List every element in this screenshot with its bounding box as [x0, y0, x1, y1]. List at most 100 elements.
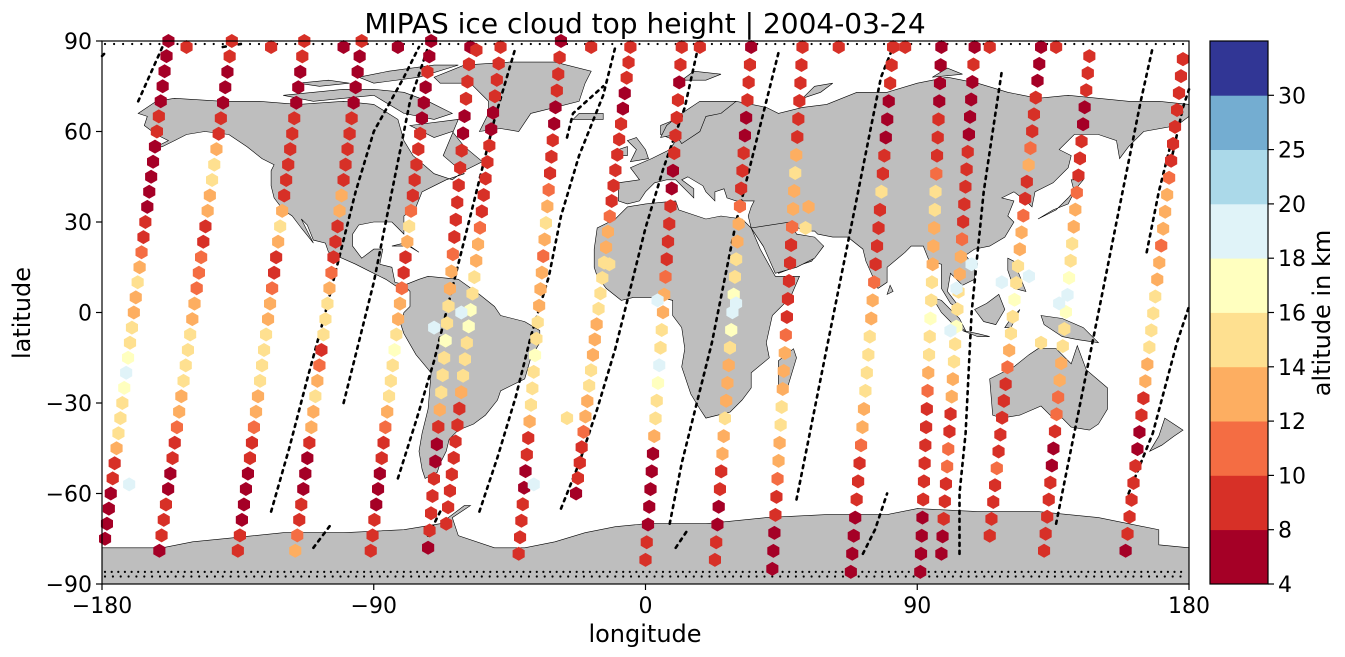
- y-axis-label: latitude: [8, 267, 36, 359]
- colorbar-tick-label: 14: [1278, 356, 1306, 381]
- orbit-dot: [312, 42, 315, 46]
- orbit-dot: [535, 570, 538, 574]
- orbit-dot: [761, 570, 764, 574]
- cloud-marker: [282, 157, 295, 172]
- orbit-track-4: [269, 45, 421, 513]
- y-tick-label: 30: [64, 211, 92, 236]
- cloud-marker: [1157, 221, 1170, 236]
- cloud-marker: [941, 459, 954, 474]
- cloud-marker: [534, 282, 547, 297]
- orbit-dot: [647, 42, 650, 46]
- orbit-dot: [728, 570, 731, 574]
- cloud-marker: [586, 347, 599, 362]
- orbit-dot: [611, 42, 614, 46]
- cloud-marker: [168, 435, 181, 450]
- orbit-dot: [410, 575, 413, 578]
- orbit-track-16: [958, 69, 1004, 556]
- cloud-marker: [335, 188, 348, 203]
- cloud-marker: [603, 257, 616, 272]
- cloud-marker: [1061, 287, 1074, 302]
- cloud-marker: [515, 513, 528, 528]
- cloud-marker: [366, 528, 379, 543]
- cloud-marker: [856, 420, 869, 435]
- cloud-marker: [588, 332, 601, 347]
- orbit-dot: [1126, 570, 1130, 574]
- cloud-marker: [1147, 306, 1160, 321]
- cloud-marker: [447, 450, 460, 465]
- cloud-marker: [120, 365, 133, 380]
- cloud-marker: [303, 435, 316, 450]
- orbit-dot: [855, 42, 859, 46]
- orbit-dot: [542, 570, 545, 574]
- orbit-dot: [606, 575, 609, 578]
- cloud-marker: [1075, 134, 1088, 149]
- cloud-marker: [743, 57, 756, 72]
- colorbar-tick-label: 10: [1278, 464, 1306, 489]
- cloud-marker: [512, 546, 525, 561]
- orbit-dot: [135, 575, 138, 578]
- orbit-dot: [203, 42, 206, 46]
- cloud-marker: [965, 257, 978, 272]
- orbit-dot: [170, 570, 173, 574]
- cloud-marker: [916, 510, 929, 525]
- cloud-marker: [364, 543, 377, 558]
- cloud-marker: [656, 305, 670, 320]
- orbit-dot: [602, 42, 605, 46]
- cloud-marker: [373, 466, 386, 481]
- cloud-marker: [522, 431, 535, 445]
- cloud-marker: [785, 238, 798, 252]
- orbit-dot: [590, 575, 593, 578]
- orbit-dot: [402, 575, 405, 578]
- cloud-marker: [527, 477, 540, 492]
- orbit-dot: [975, 575, 978, 578]
- orbit-dot: [615, 570, 618, 574]
- orbit-dot: [861, 570, 864, 574]
- cloud-marker: [937, 511, 950, 526]
- orbit-dot: [245, 575, 248, 578]
- cloud-marker: [1139, 374, 1152, 389]
- cloud-marker: [386, 358, 399, 373]
- orbit-dot: [826, 575, 829, 578]
- orbit-dot: [669, 575, 672, 578]
- cloud-marker: [464, 303, 477, 317]
- cloud-marker: [531, 315, 544, 330]
- orbit-dot: [449, 575, 452, 578]
- orbit-dot: [177, 570, 180, 574]
- cloud-marker: [885, 58, 898, 73]
- orbit-dot: [874, 570, 877, 574]
- orbit-dot: [196, 570, 200, 574]
- cloud-marker: [967, 57, 980, 72]
- cloud-marker: [337, 40, 350, 54]
- cloud-marker: [927, 239, 940, 254]
- cloud-marker: [479, 171, 492, 186]
- orbit-dot: [882, 42, 886, 46]
- orbit-dot: [103, 570, 107, 574]
- orbit-dot: [488, 575, 491, 578]
- orbit-dot: [741, 570, 744, 574]
- cloud-marker: [141, 199, 154, 214]
- cloud-marker: [170, 420, 183, 435]
- orbit-dot: [1007, 570, 1010, 574]
- cloud-marker: [575, 440, 588, 455]
- cloud-marker: [339, 157, 352, 172]
- cloud-marker: [179, 358, 192, 373]
- x-tick-label: 90: [903, 594, 931, 619]
- orbit-dot: [653, 575, 656, 578]
- cloud-marker: [423, 523, 436, 538]
- cloud-marker: [114, 411, 127, 426]
- cloud-marker: [923, 347, 936, 362]
- orbit-dot: [223, 570, 226, 574]
- orbit-dot: [1022, 575, 1025, 578]
- orbit-dot: [363, 575, 366, 578]
- cloud-marker: [155, 528, 168, 543]
- cloud-marker: [439, 333, 452, 348]
- orbit-dot: [411, 42, 415, 46]
- cloud-marker: [370, 497, 383, 512]
- orbit-dot: [896, 575, 900, 578]
- orbit-dot: [321, 42, 324, 46]
- orbit-dot: [236, 570, 239, 574]
- cloud-marker: [921, 383, 934, 398]
- cloud-marker: [333, 203, 346, 218]
- cloud-marker: [157, 512, 170, 527]
- orbit-dot: [309, 570, 312, 574]
